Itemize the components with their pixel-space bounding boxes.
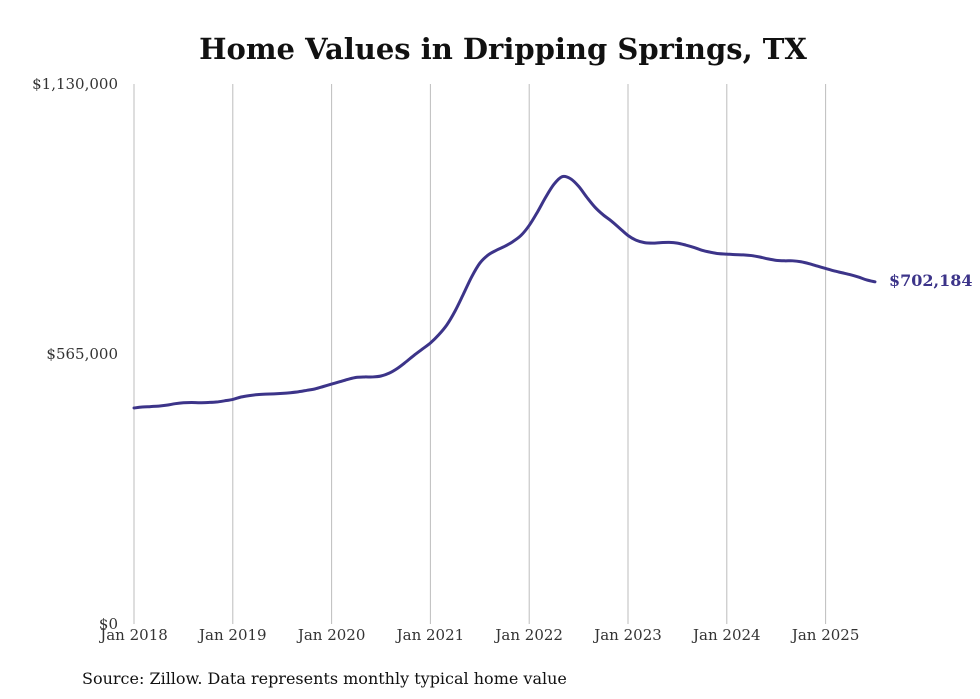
x-tick-label: Jan 2023 [592,626,662,644]
chart-title: Home Values in Dripping Springs, TX [199,32,807,66]
x-tick-label: Jan 2022 [493,626,563,644]
y-tick-label: $0 [99,615,118,633]
x-tick-label: Jan 2018 [98,626,168,644]
y-tick-label: $565,000 [46,345,118,363]
home-value-line [132,174,877,410]
x-tick-label: Jan 2025 [790,626,860,644]
gridlines [133,84,827,624]
x-tick-label: Jan 2021 [395,626,465,644]
x-axis-ticks: Jan 2018 Jan 2019 Jan 2020 Jan 2021 Jan 2022… [98,626,859,644]
y-axis-ticks: $0 $565,000 $1,130,000 [32,75,118,633]
x-tick-label: Jan 2020 [296,626,366,644]
source-note: Source: Zillow. Data represents monthly … [82,669,567,688]
latest-value-label: $702,184 [889,271,973,290]
y-tick-label: $1,130,000 [32,75,118,93]
x-tick-label: Jan 2024 [691,626,761,644]
x-tick-label: Jan 2019 [197,626,267,644]
